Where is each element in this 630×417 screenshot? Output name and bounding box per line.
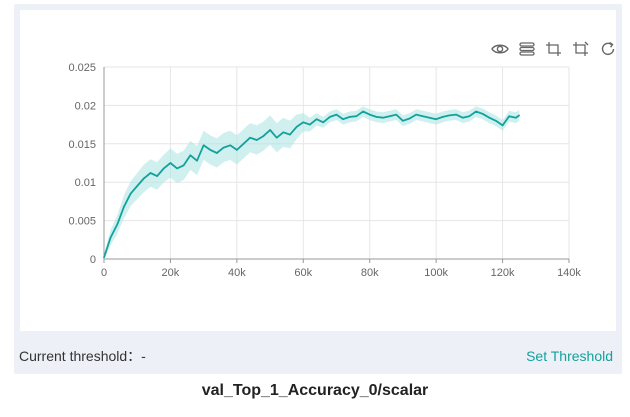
eye-icon[interactable] — [490, 40, 510, 58]
data-point — [435, 118, 437, 120]
series-band — [104, 106, 519, 260]
data-point — [136, 185, 138, 187]
data-point — [409, 118, 411, 120]
data-point — [163, 168, 165, 170]
chart-card: 0 0.005 0.01 0.015 0.02 0.025 0 20k 40k 60k 80k 100… — [14, 4, 622, 374]
data-point — [395, 114, 397, 116]
data-point — [382, 117, 384, 119]
data-point — [103, 257, 105, 259]
data-point — [209, 149, 211, 151]
x-tick-label: 60k — [294, 267, 312, 279]
data-point — [143, 178, 145, 180]
data-point — [402, 120, 404, 122]
data-point — [170, 162, 172, 164]
crop-alt-icon[interactable] — [571, 40, 591, 58]
layers-icon[interactable] — [517, 40, 537, 58]
plot-panel: 0 0.005 0.01 0.015 0.02 0.025 0 20k 40k 60k 80k 100… — [20, 10, 616, 331]
data-point — [296, 126, 298, 128]
data-point — [150, 172, 152, 174]
data-point — [356, 115, 358, 117]
data-point — [316, 118, 318, 120]
x-tick-label: 100k — [424, 267, 448, 279]
data-point — [389, 115, 391, 117]
data-point — [123, 206, 125, 208]
y-tick-label: 0.005 — [68, 216, 96, 228]
data-point — [249, 137, 251, 139]
data-point — [518, 115, 520, 117]
data-point — [276, 137, 278, 139]
data-point — [203, 145, 205, 147]
data-point — [449, 115, 451, 117]
data-point — [462, 117, 464, 119]
data-point — [190, 155, 192, 157]
x-tick-label: 0 — [101, 267, 107, 279]
data-point — [329, 116, 331, 118]
y-tick-label: 0.015 — [68, 139, 96, 151]
data-point — [336, 114, 338, 116]
data-point — [309, 124, 311, 126]
data-point — [256, 139, 258, 141]
data-point — [302, 121, 304, 123]
data-point — [156, 175, 158, 177]
data-point — [415, 114, 417, 116]
line-chart: 0 0.005 0.01 0.015 0.02 0.025 0 20k 40k 60k 80k 100… — [20, 10, 616, 331]
data-point — [110, 237, 112, 239]
data-point — [442, 116, 444, 118]
x-tick-label: 120k — [491, 267, 515, 279]
data-point — [475, 111, 477, 113]
data-point — [223, 147, 225, 149]
data-point — [362, 111, 364, 113]
data-point — [482, 113, 484, 115]
data-point — [263, 135, 265, 137]
data-point — [196, 160, 198, 162]
data-point — [243, 143, 245, 145]
data-point — [216, 152, 218, 154]
current-threshold-label: Current threshold：- — [19, 346, 146, 366]
data-point — [283, 131, 285, 133]
data-point — [342, 118, 344, 120]
x-tick-label: 140k — [557, 267, 581, 279]
chart-title: val_Top_1_Accuracy_0/scalar — [0, 382, 630, 400]
y-tick-label: 0.02 — [75, 100, 96, 112]
threshold-bar: Current threshold：- Set Threshold — [14, 337, 622, 374]
data-point — [515, 117, 517, 119]
data-point — [429, 117, 431, 119]
data-point — [422, 115, 424, 117]
data-point — [495, 120, 497, 122]
data-point — [322, 121, 324, 123]
series-line — [104, 112, 519, 258]
data-point — [229, 145, 231, 147]
x-tick-label: 40k — [228, 267, 246, 279]
refresh-icon[interactable] — [598, 40, 618, 58]
y-tick-label: 0.01 — [75, 177, 96, 189]
data-point — [455, 114, 457, 116]
chart-toolbar — [490, 40, 618, 58]
data-point — [469, 115, 471, 117]
data-point — [349, 116, 351, 118]
data-point — [369, 114, 371, 116]
data-point — [269, 129, 271, 131]
x-tick-label: 80k — [361, 267, 379, 279]
data-point — [130, 193, 132, 195]
data-point — [116, 224, 118, 226]
y-tick-label: 0.025 — [68, 62, 96, 74]
x-tick-label: 20k — [162, 267, 180, 279]
data-point — [183, 165, 185, 167]
data-point — [289, 134, 291, 136]
data-point — [236, 149, 238, 151]
data-point — [176, 168, 178, 170]
data-point — [376, 116, 378, 118]
data-point — [508, 115, 510, 117]
crop-icon[interactable] — [544, 40, 564, 58]
y-tick-label: 0 — [90, 254, 96, 266]
data-point — [488, 117, 490, 119]
set-threshold-button[interactable]: Set Threshold — [526, 348, 613, 364]
data-point — [502, 125, 504, 127]
